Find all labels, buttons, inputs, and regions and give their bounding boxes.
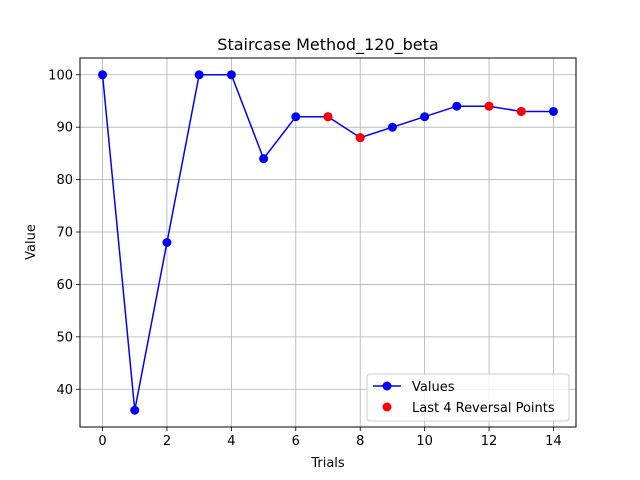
reversal-point (355, 133, 365, 143)
x-tick-label: 2 (163, 434, 171, 449)
y-axis-label: Value (24, 224, 39, 260)
value-point (259, 154, 269, 164)
legend-marker-swatch (382, 381, 392, 391)
value-point (420, 112, 430, 122)
reversal-point (516, 106, 526, 116)
y-tick-label: 100 (48, 68, 73, 83)
reversal-point (484, 101, 494, 111)
y-tick-label: 80 (56, 173, 73, 188)
x-tick-label: 6 (292, 434, 300, 449)
value-point (226, 70, 236, 80)
legend: Values Last 4 Reversal Points (366, 373, 570, 422)
reversal-point (323, 112, 333, 122)
x-tick-label: 10 (416, 434, 433, 449)
y-tick-label: 90 (56, 121, 73, 136)
value-point (162, 238, 172, 247)
x-axis-label: Trials (310, 456, 345, 471)
x-tick-label: 8 (356, 434, 364, 449)
legend-marker-swatch (382, 402, 392, 412)
x-axis: 0 2 4 6 8 10 12 14 (98, 427, 562, 449)
value-point (291, 112, 301, 122)
value-point (194, 70, 204, 80)
y-axis: 40 50 60 70 80 90 100 (48, 68, 80, 398)
y-tick-label: 50 (56, 330, 73, 345)
markers (98, 70, 558, 415)
x-tick-label: 4 (227, 434, 235, 449)
plot-frame (79, 57, 577, 428)
x-tick-label: 12 (481, 434, 498, 449)
y-tick-label: 70 (56, 226, 73, 241)
value-point (98, 70, 108, 80)
value-point (548, 106, 558, 116)
y-tick-label: 60 (56, 278, 73, 293)
y-tick-label: 40 (56, 383, 73, 398)
legend-label: Last 4 Reversal Points (412, 401, 555, 416)
value-point (130, 405, 140, 415)
chart-title: Staircase Method_120_beta (217, 35, 438, 55)
x-tick-label: 0 (98, 434, 106, 449)
legend-box (366, 373, 570, 422)
legend-label: Values (412, 380, 455, 395)
grid (80, 58, 576, 427)
x-tick-label: 14 (545, 434, 562, 449)
value-point (452, 101, 462, 111)
value-point (387, 122, 397, 132)
